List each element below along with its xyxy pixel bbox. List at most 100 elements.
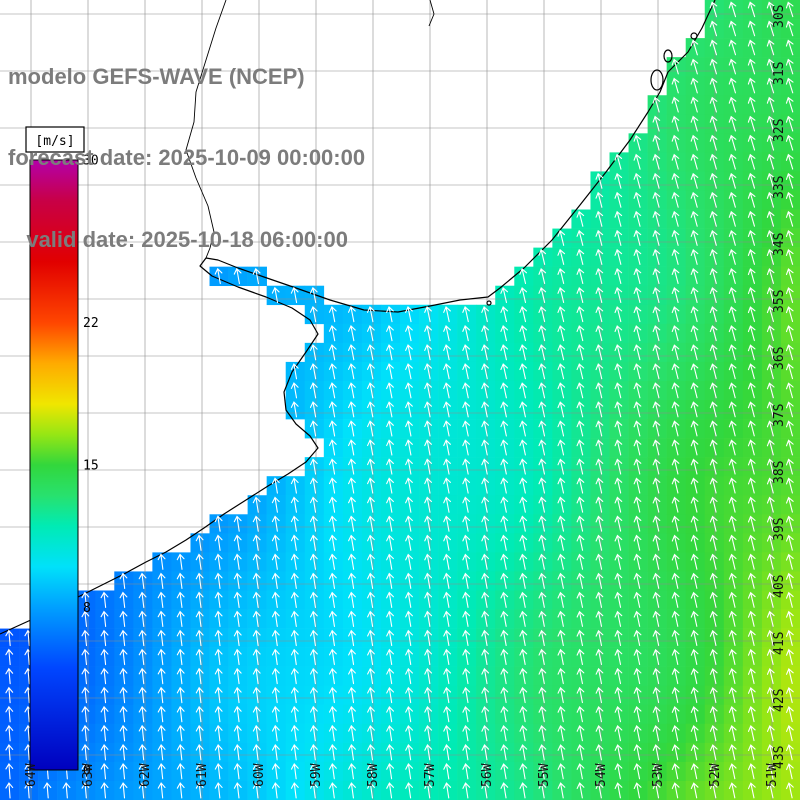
wind-arrow-icon [100, 705, 109, 723]
wind-arrow-icon [595, 229, 604, 246]
wind-arrow-icon [119, 572, 128, 589]
wind-arrow-icon [424, 382, 432, 399]
wind-arrow-icon [652, 591, 661, 608]
wind-arrow-icon [462, 629, 471, 647]
wind-arrow-icon [728, 477, 737, 494]
wind-arrow-icon [271, 724, 280, 742]
wind-arrow-icon [348, 553, 356, 570]
wind-arrow-icon [309, 667, 318, 685]
wind-arrow-icon [652, 191, 661, 208]
wind-arrow-icon [595, 744, 604, 761]
wind-arrow-icon [557, 534, 566, 551]
wind-arrow-icon [405, 515, 413, 532]
wind-arrow-icon [747, 439, 756, 456]
wind-arrow-icon [443, 572, 452, 589]
wind-arrow-icon [709, 58, 718, 75]
wind-arrow-icon [728, 439, 737, 456]
wind-arrow-icon [271, 629, 280, 647]
wind-arrow-icon [500, 496, 509, 513]
wind-arrow-icon [614, 344, 623, 361]
wind-arrow-icon [233, 610, 242, 627]
wind-arrow-icon [538, 458, 547, 475]
wind-arrow-icon [424, 763, 433, 780]
wind-arrow-icon [233, 782, 242, 799]
wind-arrow-icon [290, 401, 299, 418]
wind-arrow-icon [576, 782, 585, 799]
wind-arrow-icon [443, 648, 452, 666]
wind-arrow-icon [747, 420, 756, 437]
lon-tick-label: 54W [594, 763, 609, 787]
wind-arrow-icon [538, 496, 547, 513]
wind-arrow-icon [43, 782, 52, 799]
wind-arrow-icon [671, 191, 680, 208]
latitude-labels: 30S 31S 32S 33S 34S 35S 36S 37S 38S 39S 40S 41S 42S 4… [772, 5, 787, 769]
wind-arrow-icon [138, 591, 147, 608]
wind-arrow-icon [443, 744, 452, 761]
wind-arrow-icon [728, 648, 737, 665]
wind-arrow-icon [785, 58, 794, 75]
wind-arrow-icon [595, 325, 604, 342]
wind-arrow-icon [176, 572, 185, 589]
wind-arrow-icon [766, 725, 775, 742]
wind-arrow-icon [500, 705, 509, 723]
wind-arrow-icon [462, 591, 471, 608]
wind-arrow-icon [138, 782, 147, 799]
wind-arrow-icon [766, 572, 775, 589]
wind-arrow-icon [519, 439, 528, 456]
wind-arrow-icon [690, 477, 699, 494]
wind-arrow-icon [328, 572, 337, 589]
wind-arrow-icon [100, 591, 109, 609]
wind-arrow-icon [785, 534, 794, 551]
wind-arrow-icon [595, 286, 604, 304]
wind-arrow-icon [576, 629, 585, 647]
wind-arrow-icon [766, 363, 775, 380]
wind-arrow-icon [214, 591, 223, 608]
wind-arrow-icon [386, 667, 394, 685]
wind-arrow-icon [119, 667, 128, 685]
wind-arrow-icon [157, 705, 166, 723]
wind-arrow-icon [728, 134, 737, 151]
wind-arrow-icon [614, 458, 623, 475]
wind-arrow-icon [747, 325, 756, 342]
wind-arrow-icon [290, 553, 299, 570]
longitude-labels: 64W 63W 62W 61W 60W 59W 58W 57W 56W 55W 54W 53W 52W 5… [24, 763, 780, 787]
wind-arrow-icon [481, 648, 490, 666]
wind-arrow-icon [709, 382, 718, 399]
lat-tick-label: 34S [772, 233, 787, 256]
wind-arrow-icon [652, 306, 661, 323]
wind-arrow-icon [538, 705, 547, 723]
wind-arrow-icon [309, 286, 318, 304]
wind-arrow-icon [290, 667, 299, 685]
wind-arrow-icon [538, 591, 547, 608]
wind-arrow-icon [157, 743, 166, 761]
lon-tick-label: 59W [309, 763, 324, 787]
wind-arrow-icon [747, 686, 756, 704]
wind-arrow-icon [328, 591, 337, 608]
wind-arrow-icon [766, 496, 775, 513]
wind-arrow-icon [443, 306, 451, 323]
wind-arrow-icon [538, 306, 547, 323]
wind-arrow-icon [786, 725, 794, 742]
wind-arrow-icon [367, 705, 375, 723]
wind-arrow-icon [652, 744, 661, 761]
wind-arrow-icon [614, 439, 623, 456]
wind-arrow-icon [328, 324, 337, 342]
wind-arrow-icon [709, 325, 718, 342]
wind-arrow-icon [766, 706, 775, 723]
wind-arrow-icon [766, 77, 775, 94]
wind-arrow-icon [119, 724, 128, 742]
wind-arrow-icon [81, 743, 90, 761]
colorbar-tick-label: 30 [83, 154, 99, 169]
wind-arrow-icon [671, 763, 680, 780]
wind-arrow-icon [252, 744, 261, 761]
wind-arrow-icon [233, 648, 242, 666]
wind-arrow-icon [785, 20, 794, 37]
wind-arrow-icon [519, 782, 528, 799]
wind-arrow-icon [785, 401, 794, 418]
wind-arrow-icon [595, 267, 604, 285]
wind-arrow-icon [690, 287, 699, 304]
lon-tick-label: 60W [252, 763, 267, 787]
wind-arrow-icon [728, 210, 737, 227]
wind-arrow-icon [271, 591, 280, 608]
wind-arrow-icon [709, 439, 718, 456]
